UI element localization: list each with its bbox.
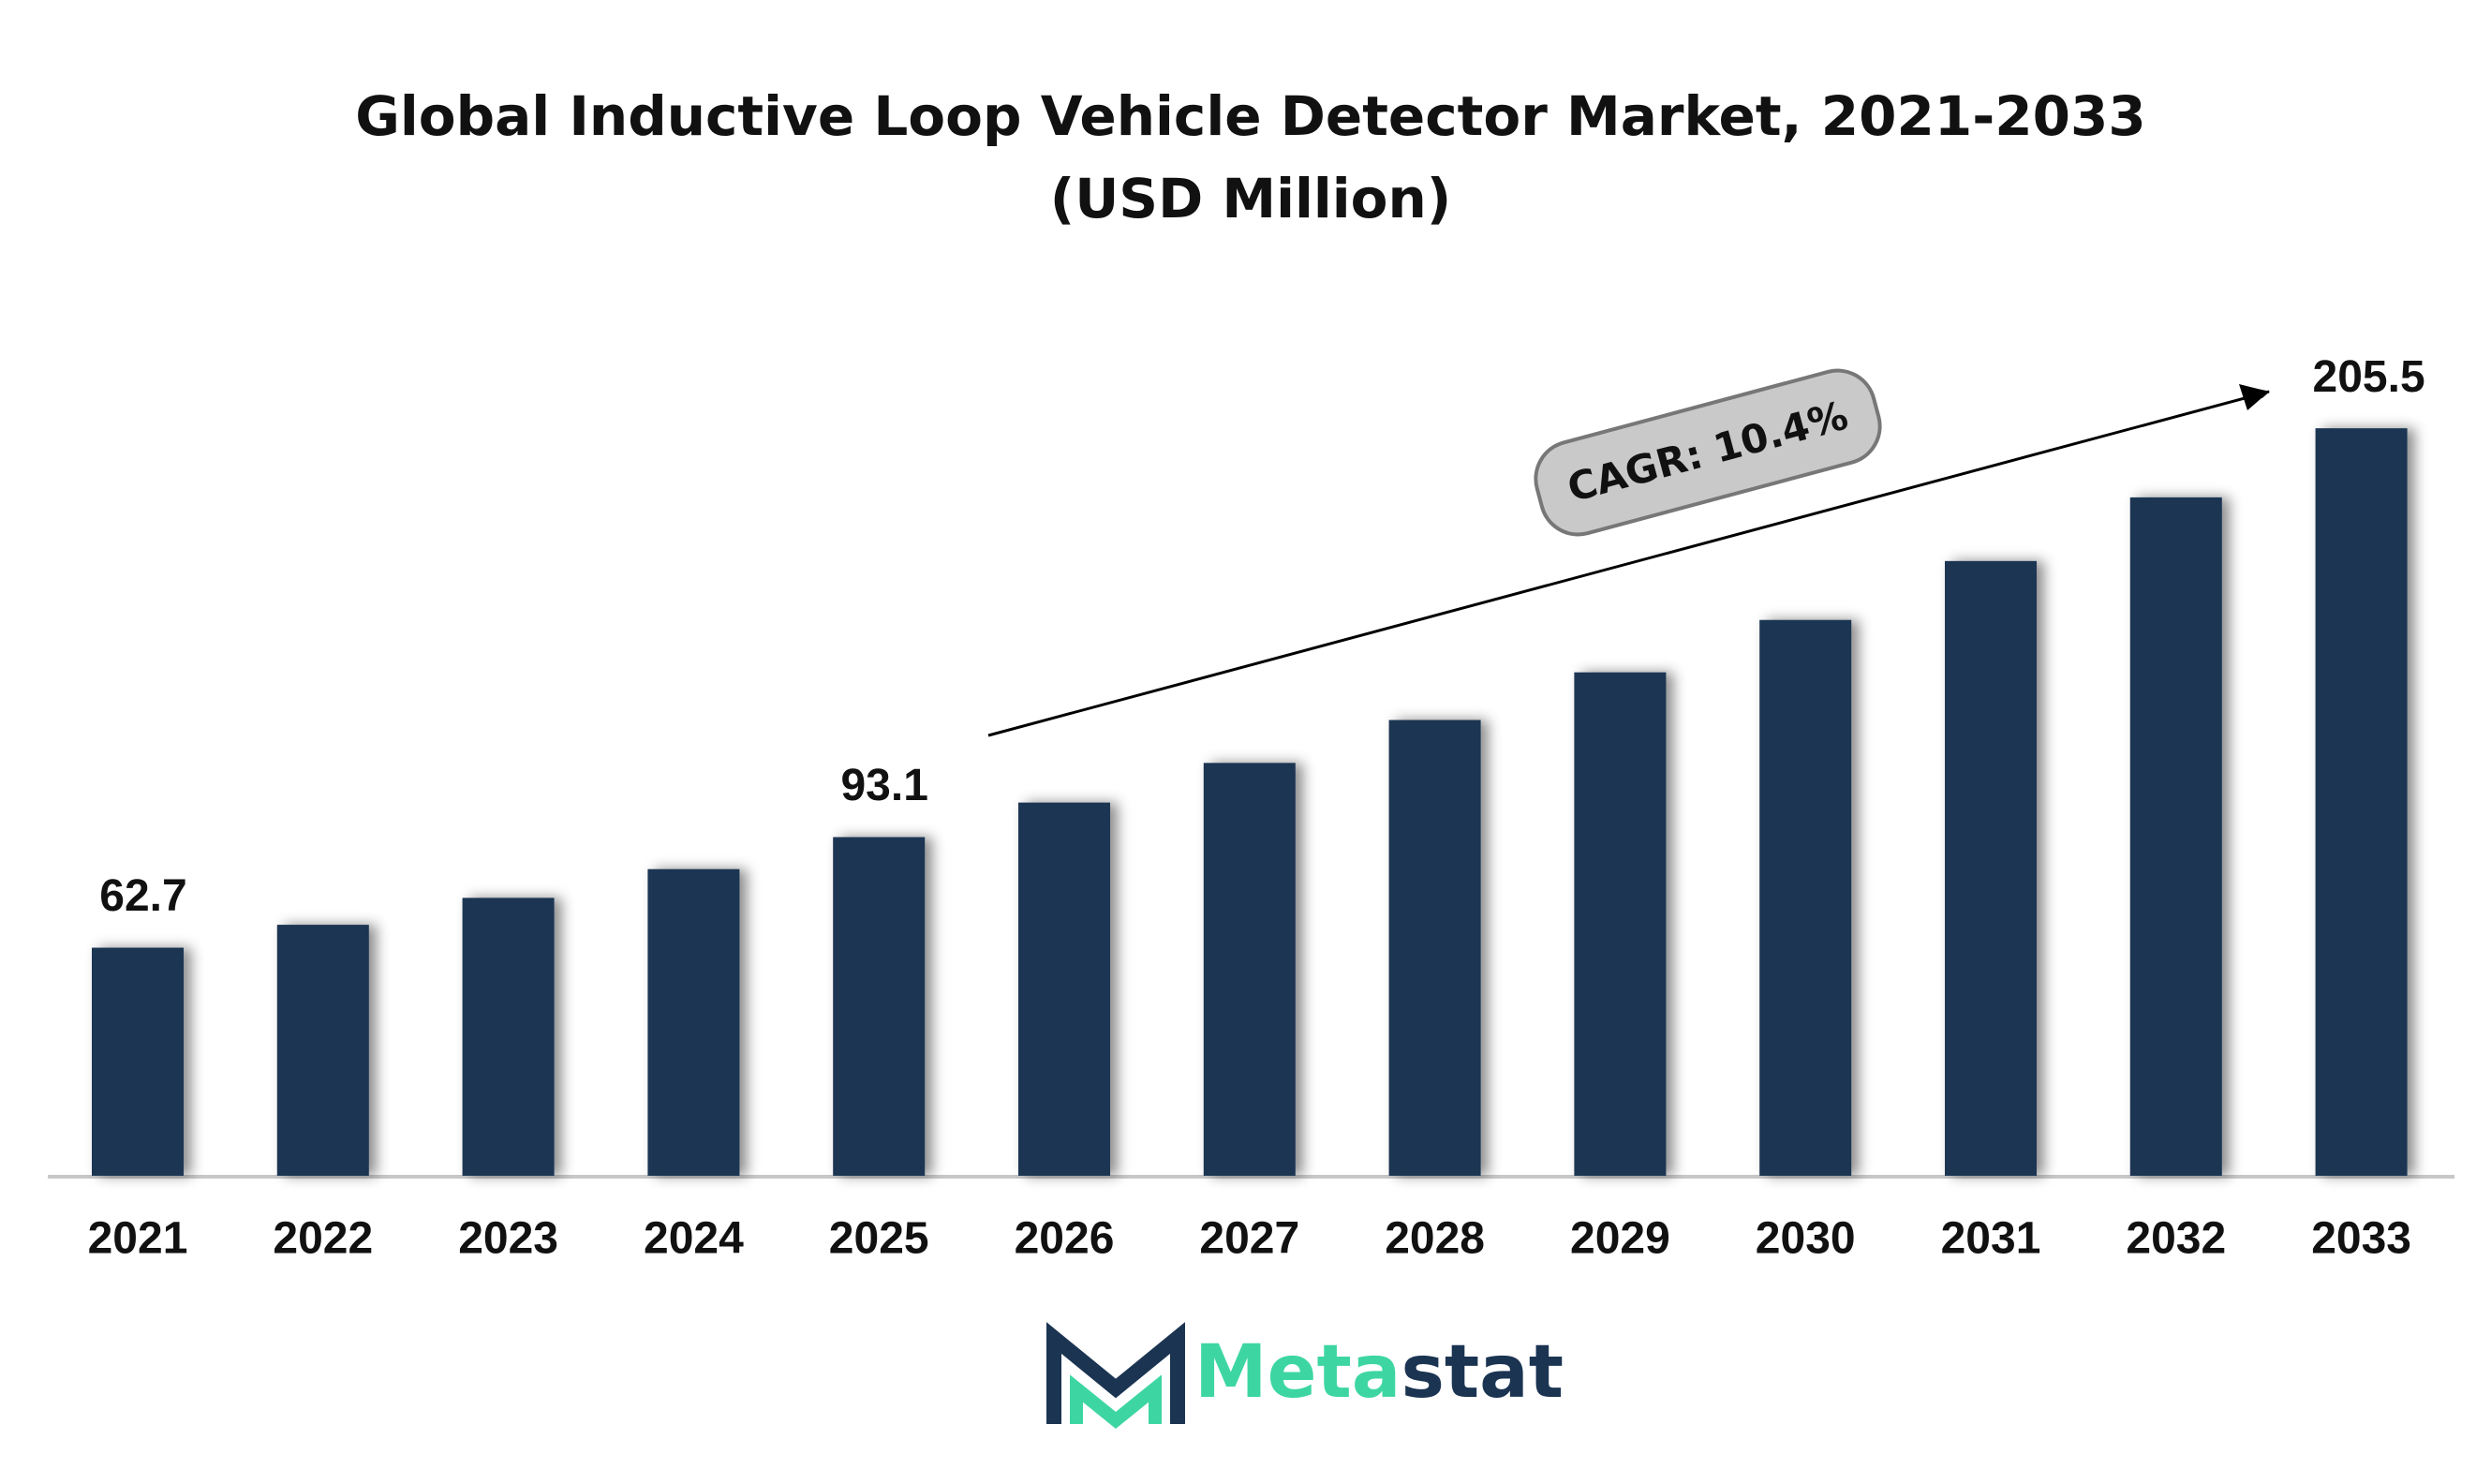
x-tick-label: 2030	[1756, 1214, 1856, 1264]
bar	[462, 898, 555, 1176]
logo-text: Metastat	[1194, 1330, 1564, 1415]
x-tick-label: 2031	[1941, 1214, 2041, 1264]
cagr-pill	[1534, 368, 1882, 537]
bar	[2315, 428, 2408, 1176]
x-tick-label: 2024	[644, 1214, 744, 1264]
logo-part: Meta	[1194, 1330, 1401, 1415]
x-tick-label: 2027	[1199, 1214, 1299, 1264]
x-tick-label: 2028	[1385, 1214, 1485, 1264]
value-label: 62.7	[99, 871, 186, 921]
x-tick-label: 2033	[2311, 1214, 2411, 1264]
logo-part: stat	[1401, 1330, 1564, 1415]
cagr-badge: CAGR: 10.4%	[1534, 368, 1882, 537]
arrow-head	[2239, 384, 2269, 410]
bar	[1574, 672, 1667, 1176]
cagr-arrow	[987, 389, 2270, 737]
bar	[833, 837, 926, 1176]
logo-icon	[1046, 1322, 1185, 1430]
chart-title: Global Inductive Loop Vehicle Detector M…	[355, 84, 2146, 230]
bar	[276, 925, 369, 1176]
bar	[1203, 763, 1296, 1176]
logo-m-green	[1070, 1374, 1162, 1430]
value-label: 93.1	[840, 761, 927, 810]
x-tick-label: 2023	[458, 1214, 558, 1264]
x-tick-label: 2025	[829, 1214, 929, 1264]
bar	[92, 947, 184, 1176]
bar	[647, 868, 740, 1176]
logo-m-dark	[1046, 1322, 1185, 1424]
bar	[1945, 560, 2037, 1176]
bar	[1759, 619, 1852, 1176]
bar	[1018, 802, 1110, 1176]
x-tick-label: 2021	[88, 1214, 188, 1264]
x-tick-label: 2022	[273, 1214, 373, 1264]
x-tick-label: 2029	[1570, 1214, 1670, 1264]
bar	[1388, 720, 1481, 1176]
x-tick-label: 2032	[2126, 1214, 2226, 1264]
value-label: 205.5	[2313, 352, 2425, 402]
bar	[2129, 497, 2222, 1176]
x-tick-label: 2026	[1015, 1214, 1115, 1264]
